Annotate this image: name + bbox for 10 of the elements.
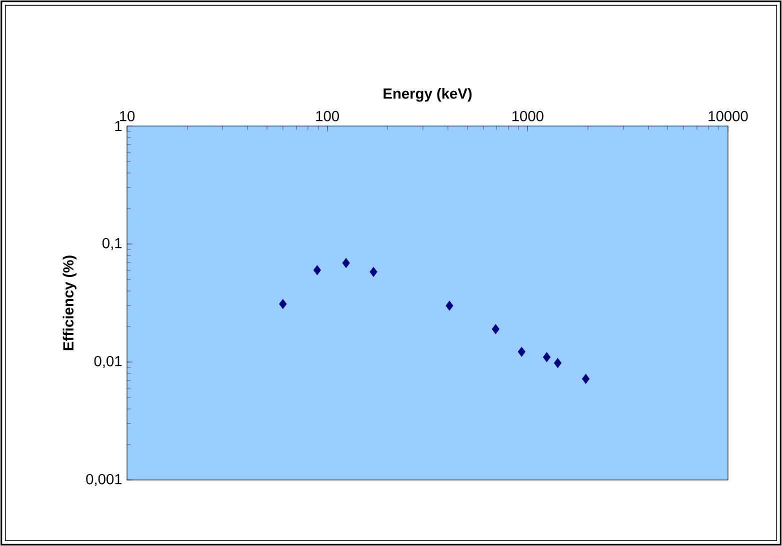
x-tick-label: 10000 bbox=[708, 110, 748, 122]
x-axis-title: Energy (keV) bbox=[384, 88, 472, 102]
x-tick-label: 10 bbox=[120, 110, 135, 122]
x-tick-label: 100 bbox=[316, 110, 339, 122]
y-axis-title: Efficiency (%) bbox=[62, 256, 76, 350]
x-tick-label: 1000 bbox=[512, 110, 544, 122]
y-tick-label: 0,001 bbox=[86, 474, 122, 486]
y-tick-label: 0,01 bbox=[94, 356, 122, 368]
y-tick-label: 0,1 bbox=[102, 238, 122, 250]
y-tick-label: 1 bbox=[115, 120, 122, 132]
